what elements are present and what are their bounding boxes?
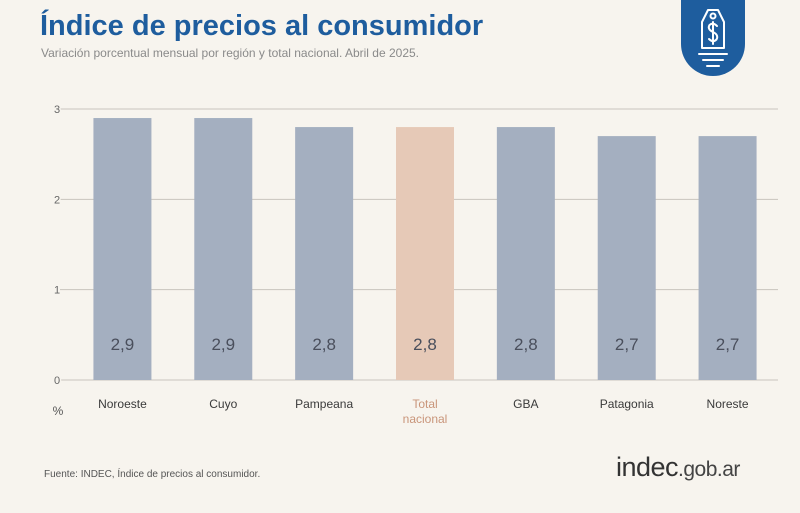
bar xyxy=(496,127,555,380)
y-tick-label: 2 xyxy=(54,194,60,206)
brand-name: indec xyxy=(616,452,679,482)
y-tick-label: 1 xyxy=(54,285,60,297)
category-label: Noreste xyxy=(707,397,749,411)
price-tag-badge xyxy=(681,0,745,76)
data-label: 2,8 xyxy=(413,335,437,354)
category-label: Noroeste xyxy=(98,397,147,411)
bar xyxy=(194,118,253,381)
bar-chart: 0 1 2 3% 2,9 Noroeste 2,9 Cuyo 2,8 Pampeana 2,8 Tot… xyxy=(52,103,778,426)
bar xyxy=(93,118,152,381)
y-axis-unit: % xyxy=(53,404,64,418)
chart-subtitle: Variación porcentual mensual por región … xyxy=(41,46,420,60)
category-label: Pampeana xyxy=(295,397,353,411)
category-label: Patagonia xyxy=(600,397,654,411)
bar xyxy=(698,136,757,380)
bar xyxy=(396,127,454,380)
source-note: Fuente: INDEC, Índice de precios al cons… xyxy=(44,469,261,480)
data-label: 2,9 xyxy=(211,335,235,354)
y-tick-label: 3 xyxy=(54,104,60,116)
price-tag-dollar-icon xyxy=(698,9,728,67)
chart-title: Índice de precios al consumidor xyxy=(40,10,484,42)
y-tick-label: 0 xyxy=(54,375,60,387)
brand-suffix: .gob.ar xyxy=(678,458,740,481)
category-label: GBA xyxy=(513,397,538,411)
data-label: 2,8 xyxy=(312,335,336,354)
category-label: nacional xyxy=(403,412,448,426)
data-label: 2,9 xyxy=(111,335,135,354)
data-label: 2,7 xyxy=(716,335,740,354)
bar xyxy=(295,127,354,380)
category-label: Cuyo xyxy=(209,397,237,411)
data-label: 2,7 xyxy=(615,335,639,354)
category-label: Total xyxy=(412,397,437,411)
data-label: 2,8 xyxy=(514,335,538,354)
bar xyxy=(597,136,656,380)
indec-logo: indec.gob.ar xyxy=(616,452,740,483)
